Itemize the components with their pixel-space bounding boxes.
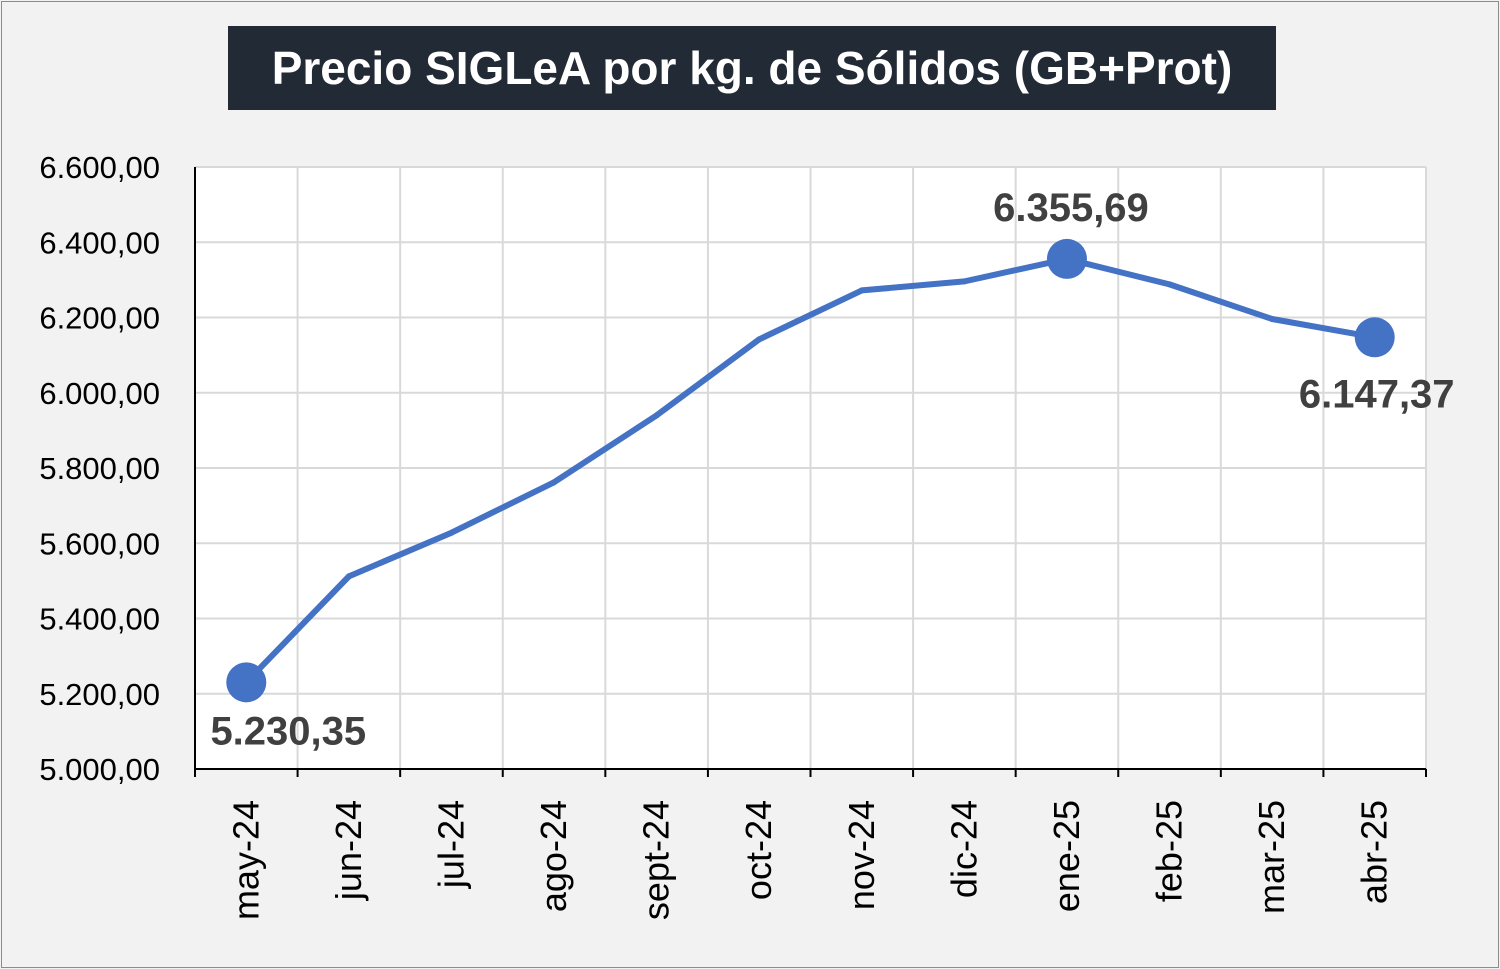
x-tick-label: jun-24 <box>328 800 369 901</box>
data-point <box>1166 281 1173 288</box>
x-tick-label: ene-25 <box>1046 800 1087 912</box>
data-point <box>1269 316 1276 323</box>
data-point <box>653 412 660 419</box>
data-point <box>448 529 455 536</box>
data-label: 6.147,37 <box>1299 372 1455 416</box>
data-label: 6.355,69 <box>993 186 1149 230</box>
data-point <box>551 479 558 486</box>
y-tick-label: 5.200,00 <box>39 677 160 712</box>
x-tick-label: sept-24 <box>636 800 677 920</box>
x-tick-label: abr-25 <box>1354 800 1395 904</box>
y-tick-label: 6.600,00 <box>39 150 160 185</box>
y-tick-label: 6.200,00 <box>39 301 160 336</box>
x-tick-label: ago-24 <box>533 800 574 912</box>
series-layer <box>226 238 1395 703</box>
x-tick-label: feb-25 <box>1149 800 1190 902</box>
x-tick-label: nov-24 <box>841 800 882 910</box>
y-tick-label: 5.600,00 <box>39 526 160 561</box>
data-point <box>961 278 968 285</box>
data-point <box>858 287 865 294</box>
x-tick-label: dic-24 <box>943 800 984 898</box>
grid-layer <box>195 166 1427 769</box>
data-point <box>756 336 763 343</box>
y-tick-label: 5.000,00 <box>39 752 160 787</box>
x-tick-label: mar-25 <box>1251 800 1292 914</box>
y-tick-label: 6.400,00 <box>39 225 160 260</box>
data-point-marker <box>1046 238 1087 279</box>
chart-title-box: Precio SIGLeA por kg. de Sólidos (GB+Pro… <box>228 26 1276 110</box>
data-label: 5.230,35 <box>210 709 366 753</box>
x-tick-label: oct-24 <box>738 800 779 900</box>
data-point <box>345 573 352 580</box>
y-tick-label: 6.000,00 <box>39 376 160 411</box>
axis-layer: 5.000,00 5.200,00 5.400,00 5.600,00 5.800,00… <box>39 150 1427 920</box>
data-point-marker <box>1354 317 1395 358</box>
chart-title: Precio SIGLeA por kg. de Sólidos (GB+Pro… <box>271 42 1233 94</box>
data-point-marker <box>226 662 267 703</box>
series-line <box>243 255 1378 686</box>
x-tick-label: may-24 <box>225 800 266 920</box>
y-tick-label: 5.800,00 <box>39 451 160 486</box>
y-tick-label: 5.400,00 <box>39 602 160 637</box>
x-tick-label: jul-24 <box>430 800 471 889</box>
label-layer: 5.230,35 6.355,69 6.147,37 <box>210 186 1454 753</box>
